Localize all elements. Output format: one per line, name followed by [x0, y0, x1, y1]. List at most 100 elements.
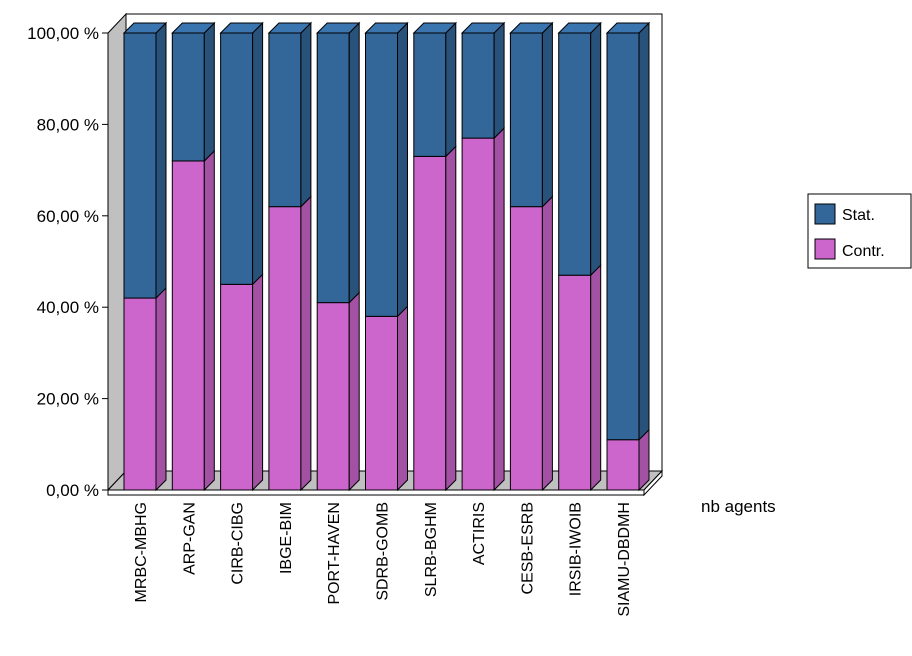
bar-segment	[509, 195, 553, 492]
bar-segment	[123, 286, 167, 492]
bar-top	[605, 22, 651, 34]
bar-segment	[268, 195, 312, 492]
bar-side	[493, 126, 505, 492]
bar-side	[397, 305, 408, 492]
bar-front	[509, 206, 543, 491]
bar-segment	[558, 21, 602, 277]
bar-side	[590, 21, 602, 277]
bar-side	[300, 21, 312, 208]
bar-top	[364, 22, 409, 34]
bar-side	[590, 264, 602, 492]
bar-segment	[316, 21, 360, 304]
bar-front	[365, 32, 398, 317]
bar-front	[558, 274, 592, 491]
bar-side	[155, 21, 167, 300]
bar-segment	[123, 21, 167, 300]
y-tick-label: 20,00 %	[37, 390, 99, 409]
y-tick-label: 100,00 %	[27, 24, 99, 43]
side-wall	[107, 12, 127, 492]
bar-side	[252, 273, 264, 492]
bar-side	[155, 286, 167, 492]
y-tick-label: 40,00 %	[37, 298, 99, 317]
bars-group	[122, 21, 651, 492]
category-label: SIAMU-DBDMH	[616, 502, 633, 617]
legend-label-contr: Contr.	[842, 243, 885, 260]
bar-segment	[606, 428, 650, 492]
bar-front	[123, 32, 157, 299]
floor-right-edge	[643, 469, 663, 497]
bar-front	[268, 32, 302, 208]
category-labels: MRBC-MBHG ARP-GAN CIRB-CIBG IBGE-BIM PORT-HA…	[133, 502, 633, 617]
bar-side	[541, 195, 553, 492]
bar-side	[445, 21, 457, 158]
bar-front	[316, 32, 350, 304]
bar-segment	[558, 264, 602, 492]
category-label: SDRB-GOMB	[375, 502, 392, 601]
legend: Stat. Contr.	[807, 193, 912, 269]
bar-side	[203, 21, 215, 163]
bar-top	[315, 22, 361, 34]
legend-label-stat: Stat.	[842, 207, 875, 224]
floor-front-edge	[107, 489, 645, 496]
x-axis-label: nb agents	[701, 497, 776, 516]
bar-top	[171, 22, 216, 34]
bar-front	[558, 32, 592, 276]
bar-segment	[365, 21, 408, 318]
bar-segment	[461, 21, 505, 140]
bar-segment	[365, 305, 408, 492]
bar-segment	[606, 21, 650, 441]
bar-segment	[268, 21, 312, 208]
y-tick-label: 60,00 %	[37, 207, 99, 226]
category-label: MRBC-MBHG	[133, 502, 150, 602]
bar-top	[557, 22, 602, 34]
bar-side	[397, 21, 408, 318]
bar-top	[122, 22, 168, 34]
bar-front	[606, 32, 640, 441]
bar-front	[123, 297, 157, 491]
bar-segment	[220, 21, 264, 286]
bar-side	[541, 21, 553, 208]
category-label: CESB-ESRB	[519, 502, 536, 594]
category-label: ACTIRIS	[471, 502, 488, 565]
bar-side	[445, 145, 457, 492]
bar-front	[171, 32, 205, 162]
bar-segment	[461, 126, 505, 492]
bar-side	[638, 21, 650, 441]
category-label: SLRB-BGHM	[423, 502, 440, 597]
bar-top	[412, 22, 458, 34]
bar-top	[219, 22, 264, 34]
bar-segment	[413, 21, 457, 158]
bar-top	[267, 22, 313, 34]
bar-segment	[171, 21, 215, 163]
bar-side	[348, 291, 360, 492]
bar-segment	[509, 21, 553, 208]
bar-front	[268, 206, 302, 491]
bar-segment	[316, 291, 360, 492]
bar-side	[300, 195, 312, 492]
category-label: ARP-GAN	[181, 502, 198, 575]
bar-front	[220, 32, 254, 285]
bar-side	[203, 149, 215, 492]
category-label: IRSIB-IWOIB	[568, 502, 585, 596]
bar-front	[509, 32, 543, 208]
bar-front	[606, 439, 640, 491]
category-label: CIRB-CIBG	[230, 502, 247, 585]
bar-front	[461, 137, 495, 491]
y-tick-label: 80,00 %	[37, 115, 99, 134]
bar-segment	[171, 149, 215, 492]
bar-segment	[220, 273, 264, 492]
y-tick-group: 0,00 % 20,00 % 40,00 % 60,00 % 80,00 % 100,00…	[27, 24, 108, 500]
y-tick-label: 0,00 %	[46, 481, 99, 500]
bar-top	[460, 22, 506, 34]
bar-front	[316, 302, 350, 491]
bar-front	[220, 283, 254, 491]
bar-side	[493, 21, 505, 140]
bar-front	[461, 32, 495, 139]
bar-side	[348, 21, 360, 304]
bar-side	[252, 21, 264, 286]
legend-swatch-stat	[814, 203, 836, 225]
bar-front	[171, 160, 205, 491]
bar-segment	[413, 145, 457, 492]
bar-front	[365, 315, 398, 491]
